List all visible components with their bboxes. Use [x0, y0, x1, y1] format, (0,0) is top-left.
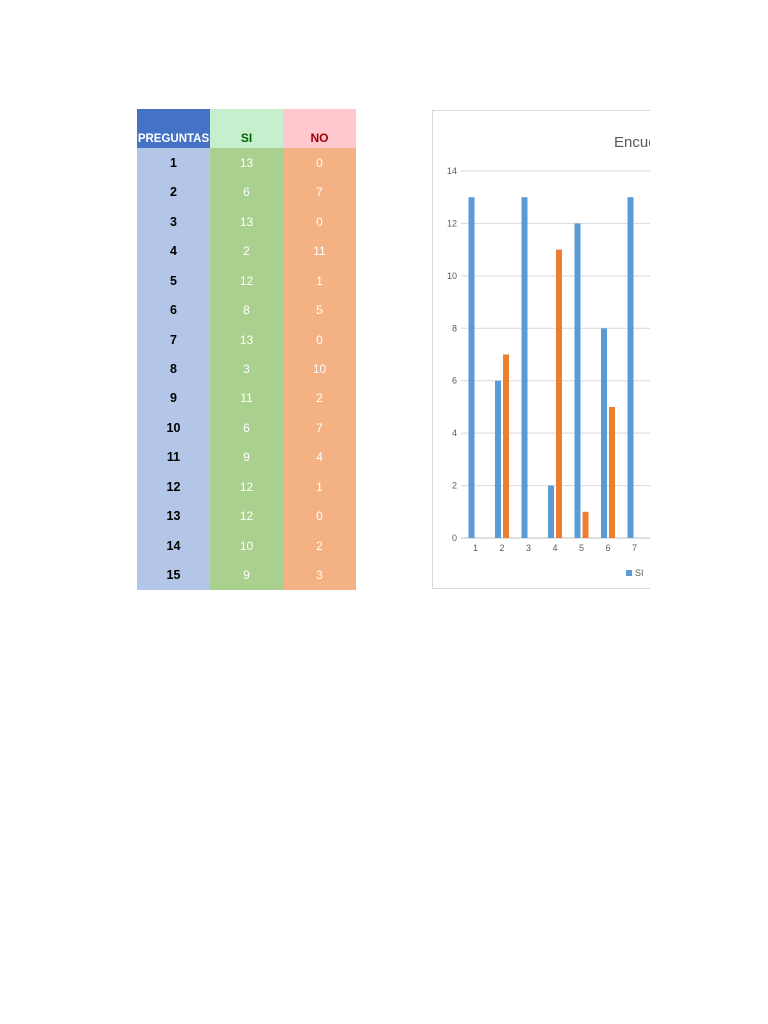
no-count: 7 [283, 177, 356, 207]
si-count: 6 [210, 177, 283, 207]
legend-label: SI [635, 568, 644, 578]
no-count: 0 [283, 324, 356, 355]
no-count: 7 [283, 413, 356, 443]
si-count: 12 [210, 472, 283, 502]
no-count: 5 [283, 295, 356, 325]
si-count: 3 [210, 354, 283, 384]
no-count: 4 [283, 442, 356, 473]
bar-si [601, 328, 607, 538]
question-number: 12 [137, 472, 210, 502]
x-tick-label: 1 [473, 543, 478, 553]
x-tick-label: 6 [605, 543, 610, 553]
x-tick-label: 5 [579, 543, 584, 553]
x-tick-label: 2 [499, 543, 504, 553]
si-count: 9 [210, 560, 283, 590]
no-count: 3 [283, 560, 356, 590]
question-number: 9 [137, 383, 210, 414]
question-number: 8 [137, 354, 210, 384]
question-number: 14 [137, 531, 210, 561]
header-no: NO [283, 109, 356, 148]
y-tick-label: 6 [452, 376, 457, 386]
question-number: 4 [137, 236, 210, 266]
question-number: 10 [137, 413, 210, 443]
bar-si [627, 197, 634, 538]
bar-no [556, 249, 562, 538]
question-number: 5 [137, 265, 210, 296]
no-count: 0 [283, 148, 356, 178]
bar-no [609, 406, 615, 538]
si-count: 9 [210, 442, 283, 473]
no-count: 0 [283, 206, 356, 237]
no-count: 2 [283, 531, 356, 561]
si-count: 10 [210, 531, 283, 561]
y-tick-label: 2 [452, 481, 457, 491]
header-si: SI [210, 109, 283, 148]
si-count: 8 [210, 295, 283, 325]
question-number: 1 [137, 148, 210, 178]
bar-no [582, 511, 589, 538]
bar-no [503, 354, 509, 538]
x-tick-label: 7 [632, 543, 637, 553]
no-count: 1 [283, 265, 356, 296]
y-tick-label: 10 [447, 271, 457, 281]
bar-si [574, 223, 581, 538]
no-count: 10 [283, 354, 356, 384]
question-number: 3 [137, 206, 210, 237]
bar-si [468, 197, 475, 538]
survey-table: PREGUNTAS SI NO 1 13 0 2 6 7 3 13 0 4 2 11 5 12 1 6 8 5 7 1… [137, 109, 356, 590]
no-count: 0 [283, 501, 356, 532]
y-tick-label: 14 [447, 166, 457, 176]
question-number: 6 [137, 295, 210, 325]
bar-si [521, 197, 528, 538]
si-count: 13 [210, 324, 283, 355]
si-count: 11 [210, 383, 283, 414]
bar-si [548, 485, 554, 538]
si-count: 13 [210, 206, 283, 237]
no-count: 1 [283, 472, 356, 502]
y-tick-label: 12 [447, 218, 457, 228]
y-tick-label: 0 [452, 533, 457, 543]
si-count: 12 [210, 501, 283, 532]
question-number: 11 [137, 442, 210, 473]
question-number: 13 [137, 501, 210, 532]
no-count: 11 [283, 236, 356, 266]
si-count: 6 [210, 413, 283, 443]
si-count: 12 [210, 265, 283, 296]
y-tick-label: 4 [452, 428, 457, 438]
header-preguntas: PREGUNTAS [137, 109, 210, 148]
x-tick-label: 3 [526, 543, 531, 553]
y-tick-label: 8 [452, 323, 457, 333]
chart-title: Encue [614, 134, 650, 151]
si-count: 13 [210, 148, 283, 178]
x-tick-label: 4 [552, 543, 557, 553]
bar-si [495, 380, 501, 538]
legend-swatch [626, 570, 632, 576]
question-number: 2 [137, 177, 210, 207]
si-count: 2 [210, 236, 283, 266]
no-count: 2 [283, 383, 356, 414]
question-number: 7 [137, 324, 210, 355]
question-number: 15 [137, 560, 210, 590]
